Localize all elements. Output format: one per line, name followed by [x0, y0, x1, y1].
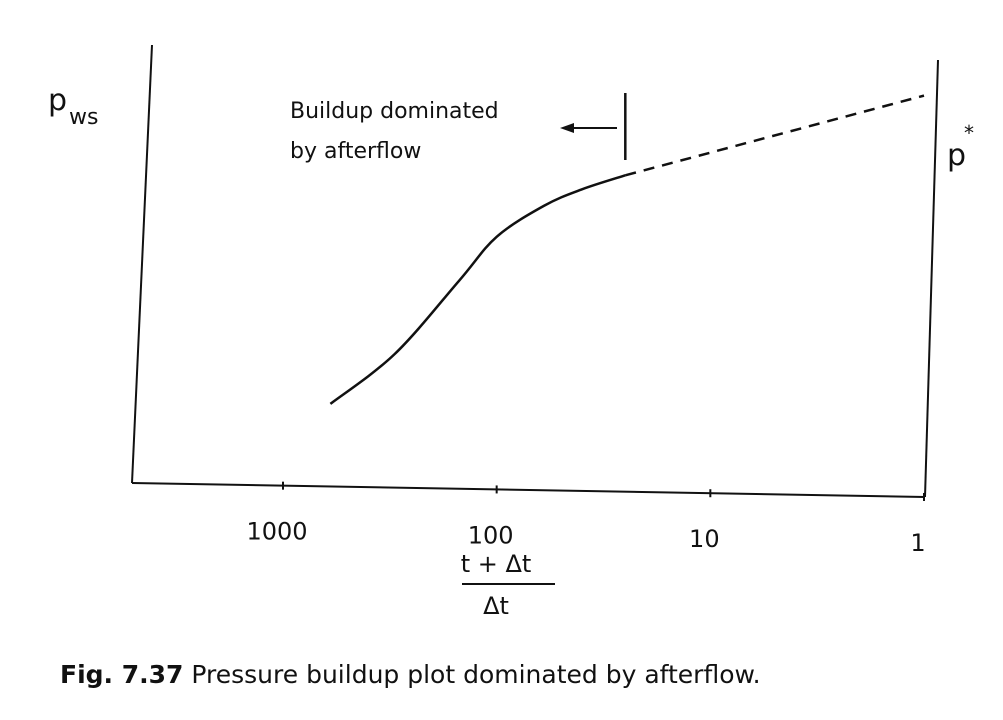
- afterflow-annotation-line2: by afterflow: [290, 139, 421, 164]
- x-tick-label: 100: [468, 521, 514, 549]
- p-star-superscript: *: [964, 121, 974, 145]
- x-axis-label-denominator: Δt: [483, 592, 509, 620]
- y-axis-label-subscript: ws: [69, 105, 98, 130]
- p-star-label: p: [947, 138, 966, 173]
- x-tick-label: 1: [910, 529, 925, 557]
- afterflow-annotation-line1: Buildup dominated: [290, 99, 499, 124]
- buildup-curve-solid: [329, 174, 626, 405]
- figure-caption-text: Pressure buildup plot dominated by after…: [191, 660, 761, 689]
- x-tick-label: 1000: [246, 518, 307, 546]
- x-axis-label-numerator: t + Δt: [461, 550, 532, 578]
- right-axis: [924, 59, 939, 498]
- figure-caption: Fig. 7.37 Pressure buildup plot dominate…: [60, 660, 761, 689]
- y-axis-label: p: [48, 83, 67, 118]
- x-tick-label: 10: [689, 525, 720, 553]
- y-axis: [131, 44, 153, 484]
- buildup-curve-extrapolated: [624, 94, 925, 177]
- figure-number: Fig. 7.37: [60, 660, 184, 689]
- x-axis: [131, 482, 926, 498]
- x-ticks: 1000 100 10 1: [246, 481, 926, 557]
- afterflow-arrow-head: [560, 123, 574, 133]
